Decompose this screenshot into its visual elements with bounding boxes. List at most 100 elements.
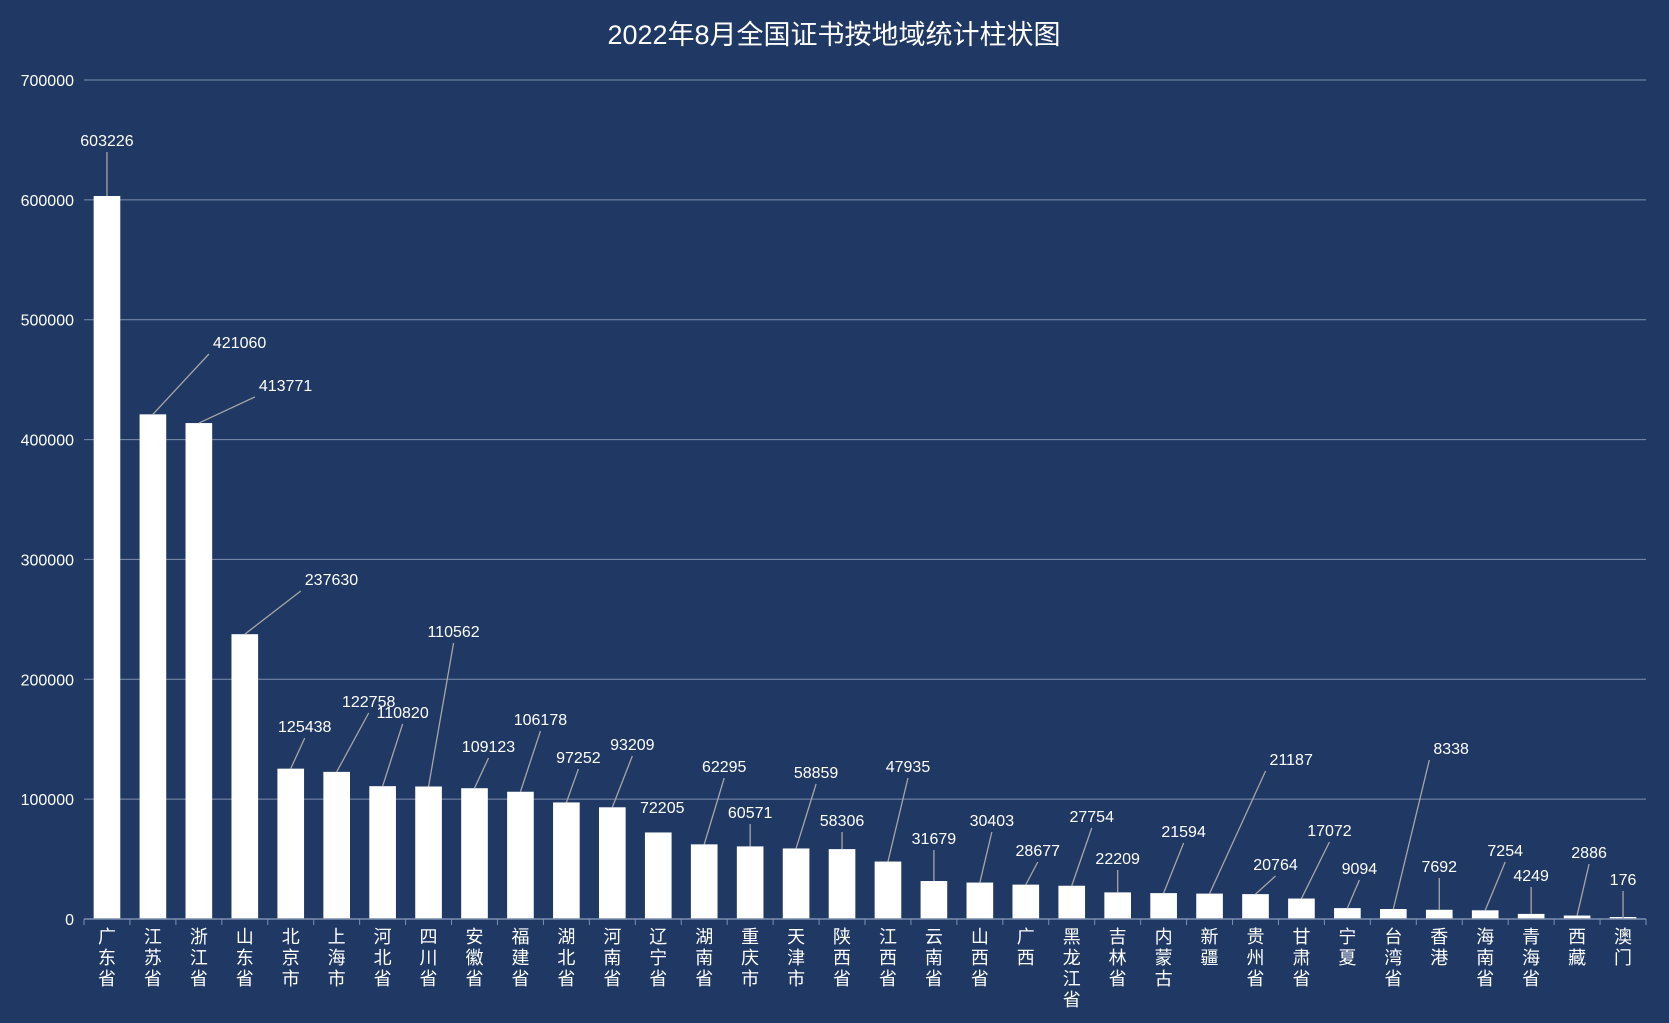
x-tick-label-26: 甘肃省 xyxy=(1292,927,1310,990)
x-tick-label-16: 陕西省 xyxy=(833,927,851,990)
leader-line-10 xyxy=(565,768,579,803)
data-label-7: 110562 xyxy=(427,624,479,641)
bar-28 xyxy=(1380,909,1407,919)
data-label-11: 93209 xyxy=(610,737,655,754)
data-label-16: 58306 xyxy=(820,813,865,830)
leader-line-25 xyxy=(1255,875,1276,895)
bar-2 xyxy=(185,423,213,919)
x-tick-label-7: 四川省 xyxy=(420,927,438,990)
data-label-5: 122758 xyxy=(342,694,395,711)
bar-12 xyxy=(644,832,672,919)
data-label-31: 4249 xyxy=(1513,868,1549,885)
data-label-28: 8338 xyxy=(1433,741,1469,758)
x-tick-label-20: 广西 xyxy=(1017,927,1035,969)
x-tick-label-14: 重庆市 xyxy=(741,927,759,990)
y-tick-label: 600000 xyxy=(21,193,74,210)
data-label-17: 47935 xyxy=(886,759,931,776)
leader-line-23 xyxy=(1163,842,1185,894)
x-tick-label-29: 香港 xyxy=(1430,927,1448,969)
bar-4 xyxy=(277,768,305,919)
bar-17 xyxy=(874,861,902,919)
bars xyxy=(93,195,1637,920)
bar-23 xyxy=(1150,893,1177,919)
x-tick-label-32: 西藏 xyxy=(1568,927,1586,969)
bar-7 xyxy=(415,786,442,919)
bar-24 xyxy=(1196,893,1223,919)
x-tick-label-19: 山西省 xyxy=(971,927,989,990)
x-tick-label-17: 江西省 xyxy=(879,927,897,990)
bar-0 xyxy=(93,195,121,920)
data-label-27: 9094 xyxy=(1342,861,1378,878)
bar-27 xyxy=(1334,908,1361,919)
leader-line-21 xyxy=(1071,827,1093,886)
leader-line-13 xyxy=(703,777,725,845)
bar-9 xyxy=(507,791,534,919)
y-tick-label: 0 xyxy=(65,912,74,929)
data-label-13: 62295 xyxy=(702,759,747,776)
data-label-32: 2886 xyxy=(1571,845,1607,862)
data-label-15: 58859 xyxy=(794,765,839,782)
x-tick-label-13: 湖南省 xyxy=(695,927,713,990)
x-tick-label-9: 福建省 xyxy=(511,927,529,990)
data-label-0: 603226 xyxy=(80,133,133,150)
x-tick-label-24: 新疆 xyxy=(1201,927,1219,969)
data-label-22: 22209 xyxy=(1095,851,1140,868)
bar-20 xyxy=(1012,884,1040,919)
x-tick-label-6: 河北省 xyxy=(374,927,392,990)
x-tick-label-5: 上海市 xyxy=(328,927,346,990)
bar-11 xyxy=(599,807,626,919)
y-tick-label: 700000 xyxy=(21,73,74,90)
data-label-25: 20764 xyxy=(1253,857,1298,874)
x-tick-label-10: 湖北省 xyxy=(557,927,575,990)
data-label-23: 21594 xyxy=(1161,824,1206,841)
chart-title: 2022年8月全国证书按地域统计柱状图 xyxy=(607,20,1060,50)
data-label-19: 30403 xyxy=(970,813,1015,830)
data-label-2: 413771 xyxy=(259,378,312,395)
leader-line-4 xyxy=(290,737,306,769)
bar-6 xyxy=(369,786,396,919)
data-label-24: 21187 xyxy=(1270,752,1313,769)
data-label-30: 7254 xyxy=(1487,843,1523,860)
leader-line-7 xyxy=(427,642,455,787)
x-tick-label-1: 江苏省 xyxy=(144,927,162,990)
data-label-26: 17072 xyxy=(1307,823,1352,840)
x-tick-label-22: 吉林省 xyxy=(1109,927,1127,990)
leader-line-20 xyxy=(1025,861,1039,885)
x-tick-label-11: 河南省 xyxy=(603,927,621,990)
leader-line-3 xyxy=(244,590,302,635)
bar-29 xyxy=(1425,909,1453,919)
y-axis-ticks: 0 100000 200000 300000 400000 500000 600000 700… xyxy=(21,73,74,929)
leader-line-6 xyxy=(381,723,404,787)
x-tick-label-4: 北京市 xyxy=(282,927,300,990)
x-tick-label-33: 澳门 xyxy=(1614,927,1632,969)
bar-26 xyxy=(1288,898,1315,919)
data-label-21: 27754 xyxy=(1069,809,1114,826)
x-tick-label-8: 安徽省 xyxy=(466,927,484,990)
bar-30 xyxy=(1471,910,1499,919)
data-label-29: 7692 xyxy=(1421,859,1457,876)
data-label-12: 72205 xyxy=(640,800,685,817)
bar-8 xyxy=(461,788,488,919)
bar-10 xyxy=(553,802,580,919)
bar-5 xyxy=(323,771,350,919)
leader-line-26 xyxy=(1300,841,1331,899)
x-tick-label-21: 黑龙江省 xyxy=(1063,927,1081,1011)
bar-13 xyxy=(690,844,718,919)
x-tick-label-27: 宁夏 xyxy=(1338,927,1356,969)
bar-21 xyxy=(1058,885,1086,919)
data-label-14: 60571 xyxy=(728,805,773,822)
leader-line-9 xyxy=(519,730,542,792)
bar-32 xyxy=(1563,915,1591,919)
x-tick-label-2: 浙江省 xyxy=(190,927,208,990)
data-label-3: 237630 xyxy=(305,572,358,589)
data-label-4: 125438 xyxy=(278,719,331,736)
leader-line-17 xyxy=(887,777,909,862)
x-tick-label-12: 辽宁省 xyxy=(649,927,667,990)
leader-line-5 xyxy=(336,712,370,773)
bar-22 xyxy=(1104,892,1131,919)
data-label-18: 31679 xyxy=(912,831,957,848)
leader-line-32 xyxy=(1576,863,1590,916)
data-label-8: 109123 xyxy=(462,739,515,756)
